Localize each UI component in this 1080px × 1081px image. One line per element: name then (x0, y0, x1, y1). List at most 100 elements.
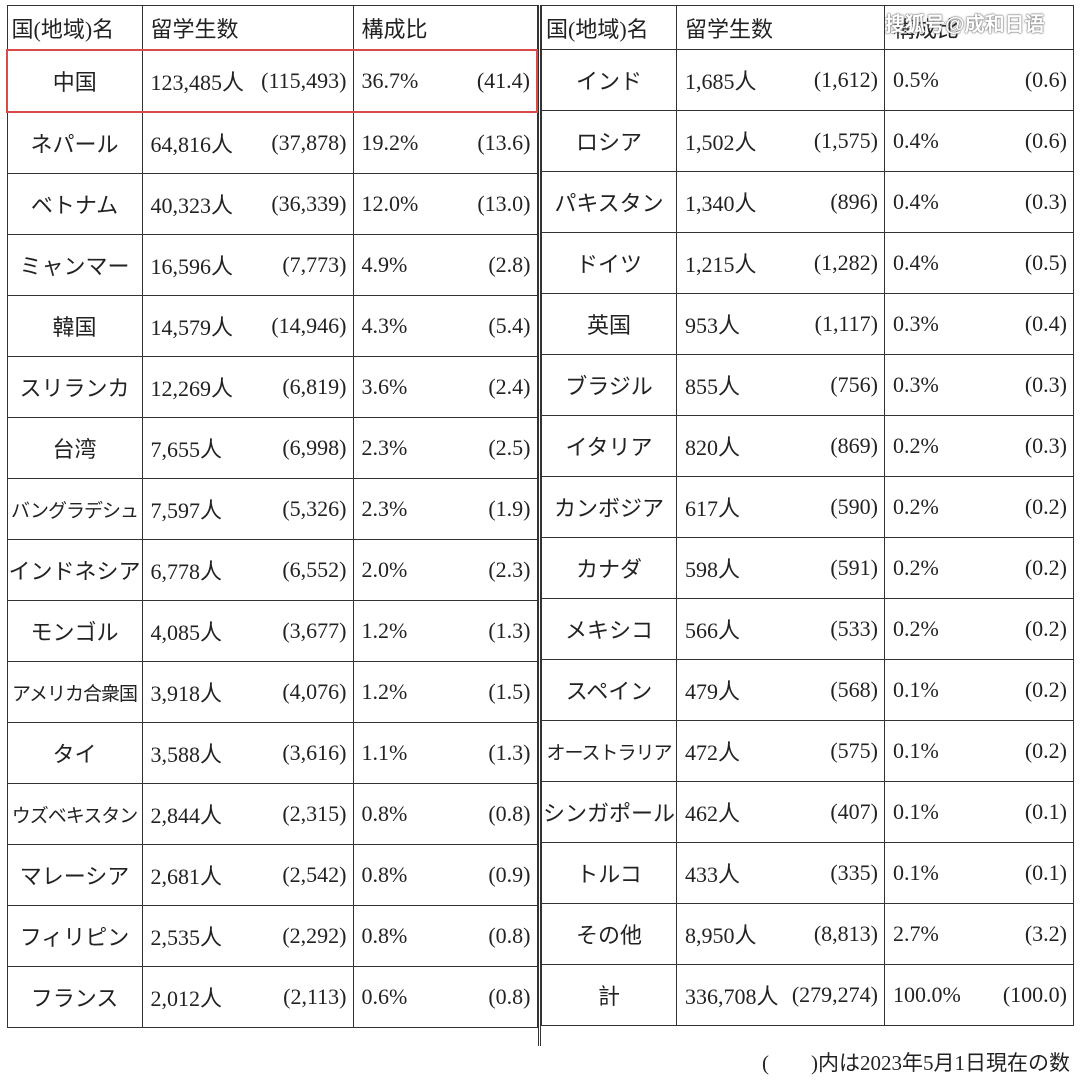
previous-count: (1,117) (814, 311, 878, 336)
student-count-cell: 433人 (335) (676, 842, 885, 904)
header-country: 国(地域)名 (541, 5, 677, 50)
footnote: ( )内は2023年5月1日現在の数 (762, 1051, 1070, 1075)
previous-ratio: (0.6) (1024, 128, 1067, 153)
table-row: モンゴル 4,085人 (3,677) 1.2% (1.3) (6, 600, 538, 662)
ratio-percent: 0.4% (893, 189, 939, 214)
previous-count: (4,076) (282, 679, 347, 704)
table-row: ベトナム 40,323人 (36,339) 12.0% (13.0) (6, 173, 538, 235)
previous-ratio: (1.3) (488, 740, 531, 765)
ratio-percent: 3.6% (361, 374, 408, 399)
ratio-percent: 0.1% (893, 738, 939, 763)
previous-count: (2,315) (282, 801, 347, 826)
ratio-cell: 0.3% (0.3) (884, 354, 1074, 416)
student-count-cell: 598人 (591) (676, 537, 885, 599)
ratio-percent: 0.4% (893, 128, 939, 153)
previous-ratio: (2.3) (488, 557, 531, 582)
previous-ratio: (0.3) (1024, 189, 1067, 214)
ratio-cell: 36.7% (41.4) (352, 49, 538, 113)
student-count: 3,588人 (150, 742, 223, 767)
ratio-cell: 0.1% (0.1) (884, 842, 1074, 904)
student-count: 6,778人 (150, 559, 223, 584)
ratio-percent: 0.2% (893, 616, 939, 641)
previous-count: (36,339) (271, 191, 347, 216)
country-name: ウズベキスタン (6, 783, 143, 845)
previous-ratio: (2.5) (488, 435, 531, 460)
right-table: 国(地域)名 留学生数 構成比 インド 1,685人 (1,612) 0.5% (0.6… (541, 5, 1074, 1026)
previous-ratio: (0.8) (488, 923, 531, 948)
ratio-percent: 1.2% (361, 679, 408, 704)
student-count-cell: 2,535人 (2,292) (141, 905, 354, 967)
student-count-cell: 2,844人 (2,315) (141, 783, 354, 845)
table-row: ウズベキスタン 2,844人 (2,315) 0.8% (0.8) (6, 783, 538, 845)
ratio-percent: 0.2% (893, 494, 939, 519)
student-count: 462人 (685, 801, 741, 826)
table-row: パキスタン 1,340人 (896) 0.4% (0.3) (541, 171, 1074, 233)
student-count: 479人 (685, 679, 741, 704)
table-row: インドネシア 6,778人 (6,552) 2.0% (2.3) (6, 539, 538, 601)
table-row: タイ 3,588人 (3,616) 1.1% (1.3) (6, 722, 538, 784)
student-count-cell: 1,340人 (896) (676, 171, 885, 233)
student-count: 14,579人 (150, 315, 234, 340)
previous-ratio: (0.2) (1024, 494, 1067, 519)
previous-count: (896) (830, 189, 878, 214)
ratio-percent: 0.2% (893, 433, 939, 458)
table-row: インド 1,685人 (1,612) 0.5% (0.6) (541, 49, 1074, 111)
previous-ratio: (0.8) (488, 801, 531, 826)
ratio-percent: 0.1% (893, 677, 939, 702)
previous-ratio: (100.0) (1002, 982, 1067, 1007)
previous-ratio: (0.2) (1024, 616, 1067, 641)
previous-ratio: (1.5) (488, 679, 531, 704)
ratio-percent: 0.3% (893, 311, 939, 336)
student-count-cell: 8,950人 (8,813) (676, 903, 885, 965)
header-students: 留学生数 (676, 5, 885, 50)
table-row: その他 8,950人 (8,813) 2.7% (3.2) (541, 903, 1074, 965)
ratio-cell: 0.1% (0.2) (884, 659, 1074, 721)
student-count-cell: 2,681人 (2,542) (141, 844, 354, 906)
previous-ratio: (0.2) (1024, 738, 1067, 763)
student-count-cell: 1,502人 (1,575) (676, 110, 885, 172)
table-row: メキシコ 566人 (533) 0.2% (0.2) (541, 598, 1074, 660)
ratio-percent: 0.5% (893, 67, 939, 92)
country-name: 台湾 (6, 417, 143, 479)
ratio-cell: 12.0% (13.0) (352, 173, 538, 235)
student-count: 617人 (685, 496, 741, 521)
student-count: 2,681人 (150, 864, 223, 889)
header-ratio: 構成比 (352, 5, 538, 51)
previous-ratio: (0.9) (488, 862, 531, 887)
ratio-cell: 0.4% (0.3) (884, 171, 1074, 233)
previous-count: (591) (830, 555, 878, 580)
ratio-percent: 0.2% (893, 555, 939, 580)
ratio-percent: 100.0% (893, 982, 961, 1007)
ratio-percent: 2.3% (361, 496, 408, 521)
ratio-percent: 1.1% (361, 740, 408, 765)
student-count-cell: 462人 (407) (676, 781, 885, 843)
header-country: 国(地域)名 (6, 5, 143, 51)
previous-ratio: (0.3) (1024, 372, 1067, 397)
country-name: オーストラリア (541, 720, 677, 782)
student-count: 2,012人 (150, 986, 223, 1011)
country-name: その他 (541, 903, 677, 965)
previous-count: (533) (830, 616, 878, 641)
ratio-cell: 0.4% (0.6) (884, 110, 1074, 172)
ratio-percent: 4.9% (361, 252, 408, 277)
previous-ratio: (0.1) (1024, 799, 1067, 824)
ratio-cell: 1.2% (1.5) (352, 661, 538, 723)
previous-count: (6,819) (282, 374, 347, 399)
country-name: ネパール (6, 111, 143, 174)
ratio-cell: 0.1% (0.2) (884, 720, 1074, 782)
previous-count: (3,616) (282, 740, 347, 765)
ratio-percent: 36.7% (361, 68, 419, 93)
ratio-percent: 0.1% (893, 860, 939, 885)
table-row: カナダ 598人 (591) 0.2% (0.2) (541, 537, 1074, 599)
country-name: トルコ (541, 842, 677, 904)
table-row: ブラジル 855人 (756) 0.3% (0.3) (541, 354, 1074, 416)
student-count: 433人 (685, 862, 741, 887)
ratio-percent: 0.8% (361, 862, 408, 887)
previous-ratio: (1.9) (488, 496, 531, 521)
ratio-cell: 1.2% (1.3) (352, 600, 538, 662)
table-row: スリランカ 12,269人 (6,819) 3.6% (2.4) (6, 356, 538, 418)
student-count-cell: 953人 (1,117) (676, 293, 885, 355)
student-count: 336,708人 (685, 984, 779, 1009)
country-name: カンボジア (541, 476, 677, 538)
table-row: 計 336,708人 (279,274) 100.0% (100.0) (541, 964, 1074, 1026)
